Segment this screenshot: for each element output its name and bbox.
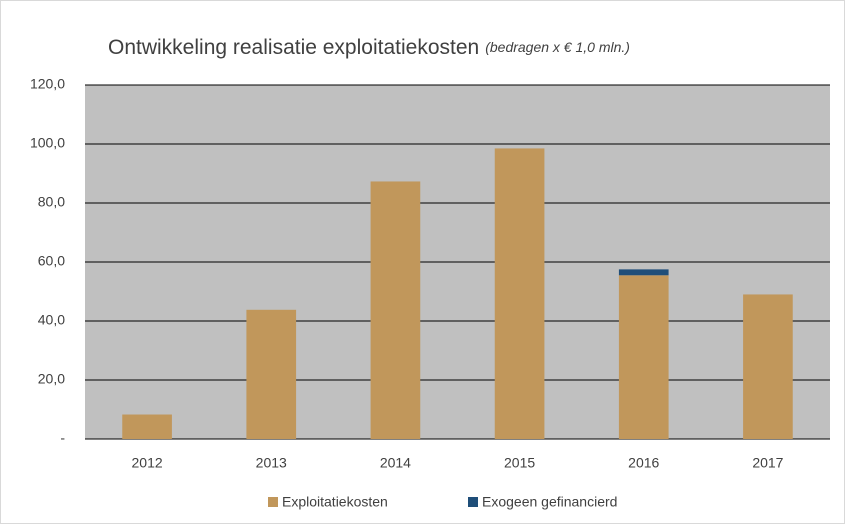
bar [246, 309, 297, 439]
title: Ontwikkeling realisatie exploitatiekoste… [108, 36, 479, 59]
x-tick-label: 2014 [380, 455, 411, 471]
chart-title: Ontwikkeling realisatie exploitatiekoste… [108, 36, 630, 59]
x-tick-label: 2012 [132, 455, 163, 471]
bar [370, 181, 421, 439]
x-tick-label: 2015 [504, 455, 535, 471]
y-tick-label: 100,0 [30, 135, 65, 151]
x-tick-label: 2016 [628, 455, 659, 471]
y-tick-label: 40,0 [38, 312, 65, 328]
bar [122, 414, 172, 439]
subtitle: (bedragen x € 1,0 mln.) [485, 39, 630, 55]
legend-swatch [468, 497, 478, 507]
y-tick-label: 80,0 [38, 194, 65, 210]
y-tick-label: 120,0 [30, 76, 65, 92]
y-tick-label: 60,0 [38, 253, 65, 269]
x-tick-label: 2013 [256, 455, 287, 471]
x-tick-label: 2017 [752, 455, 783, 471]
y-tick-label: - [60, 430, 65, 446]
y-tick-label: 20,0 [38, 371, 65, 387]
bar [618, 275, 669, 439]
bar [494, 148, 545, 440]
legend-label: Exogeen gefinancierd [482, 494, 617, 510]
bar [743, 294, 793, 439]
bar [618, 269, 669, 276]
legend-swatch [268, 497, 278, 507]
legend-label: Exploitatiekosten [282, 494, 388, 510]
